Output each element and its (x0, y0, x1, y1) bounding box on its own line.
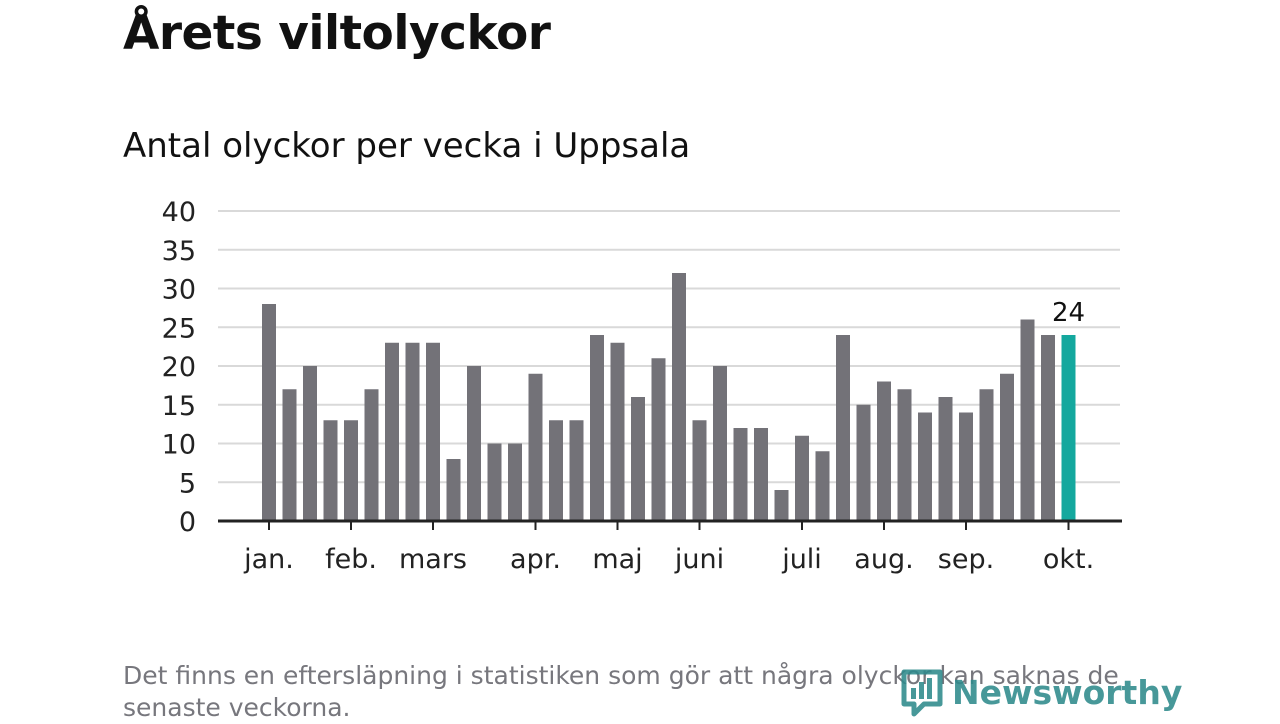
bar (754, 428, 768, 521)
bar-highlight (1061, 335, 1076, 521)
bar (303, 366, 317, 521)
bar (1041, 335, 1055, 521)
newsworthy-logo-icon (901, 669, 943, 717)
bar (938, 397, 953, 521)
x-tick-label: apr. (510, 544, 561, 575)
bar (549, 420, 563, 521)
x-tick-label: aug. (854, 544, 913, 575)
bar (364, 389, 379, 521)
x-tick-label: jan. (243, 544, 294, 575)
bar (979, 389, 994, 521)
data-label: 24 (1052, 298, 1085, 328)
bar (774, 490, 789, 521)
bar (590, 335, 604, 521)
bar-chart: 0 5 10 15 20 25 30 35 40 jan. feb. mars apr. maj juni j… (162, 197, 1122, 575)
brand-name: Newsworthy (952, 672, 1183, 712)
x-tick-label: maj (592, 544, 642, 575)
bar (487, 443, 502, 521)
x-tick-label: juli (781, 544, 822, 575)
x-tick-label: okt. (1043, 544, 1094, 575)
bar (528, 373, 543, 521)
bar (815, 451, 830, 521)
bar (836, 335, 850, 521)
bar (733, 428, 748, 521)
bar (323, 420, 338, 521)
y-tick-label: 40 (162, 197, 196, 228)
footnote: Det finns en eftersläpning i statistiken… (123, 661, 1119, 722)
bar (405, 342, 420, 521)
x-tick-label: feb. (325, 544, 377, 575)
bar (446, 459, 461, 521)
x-tick-label: mars (399, 544, 467, 575)
bar (856, 404, 871, 521)
bar (426, 342, 440, 521)
bar (651, 358, 666, 521)
y-tick-label: 5 (179, 468, 196, 499)
bar (918, 412, 932, 521)
bar (282, 389, 297, 521)
chart-subtitle: Antal olyckor per vecka i Uppsala (123, 126, 691, 166)
bar (1000, 373, 1014, 521)
bar (877, 381, 891, 521)
bar (385, 342, 399, 521)
bar (344, 420, 358, 521)
bar (610, 342, 625, 521)
bar (262, 304, 276, 521)
x-tick-label: juni (674, 544, 724, 575)
y-tick-label: 25 (162, 313, 196, 344)
bar (713, 366, 727, 521)
bar (1020, 319, 1035, 521)
y-tick-label: 15 (162, 391, 196, 422)
y-tick-label: 10 (162, 430, 196, 461)
bar (467, 366, 481, 521)
bar (508, 443, 522, 521)
bar (631, 397, 645, 521)
bar (959, 412, 973, 521)
y-tick-label: 30 (162, 275, 196, 306)
bar (692, 420, 707, 521)
bar (672, 273, 686, 521)
brand-logo: Newsworthy (900, 664, 1182, 720)
y-tick-label: 35 (162, 236, 196, 267)
bar (569, 420, 584, 521)
x-tick-label: sep. (938, 544, 994, 575)
y-tick-label: 20 (162, 352, 196, 383)
bar (795, 435, 809, 521)
y-tick-label: 0 (179, 507, 196, 538)
chart-title: Årets viltolyckor (123, 6, 551, 61)
bar (897, 389, 912, 521)
